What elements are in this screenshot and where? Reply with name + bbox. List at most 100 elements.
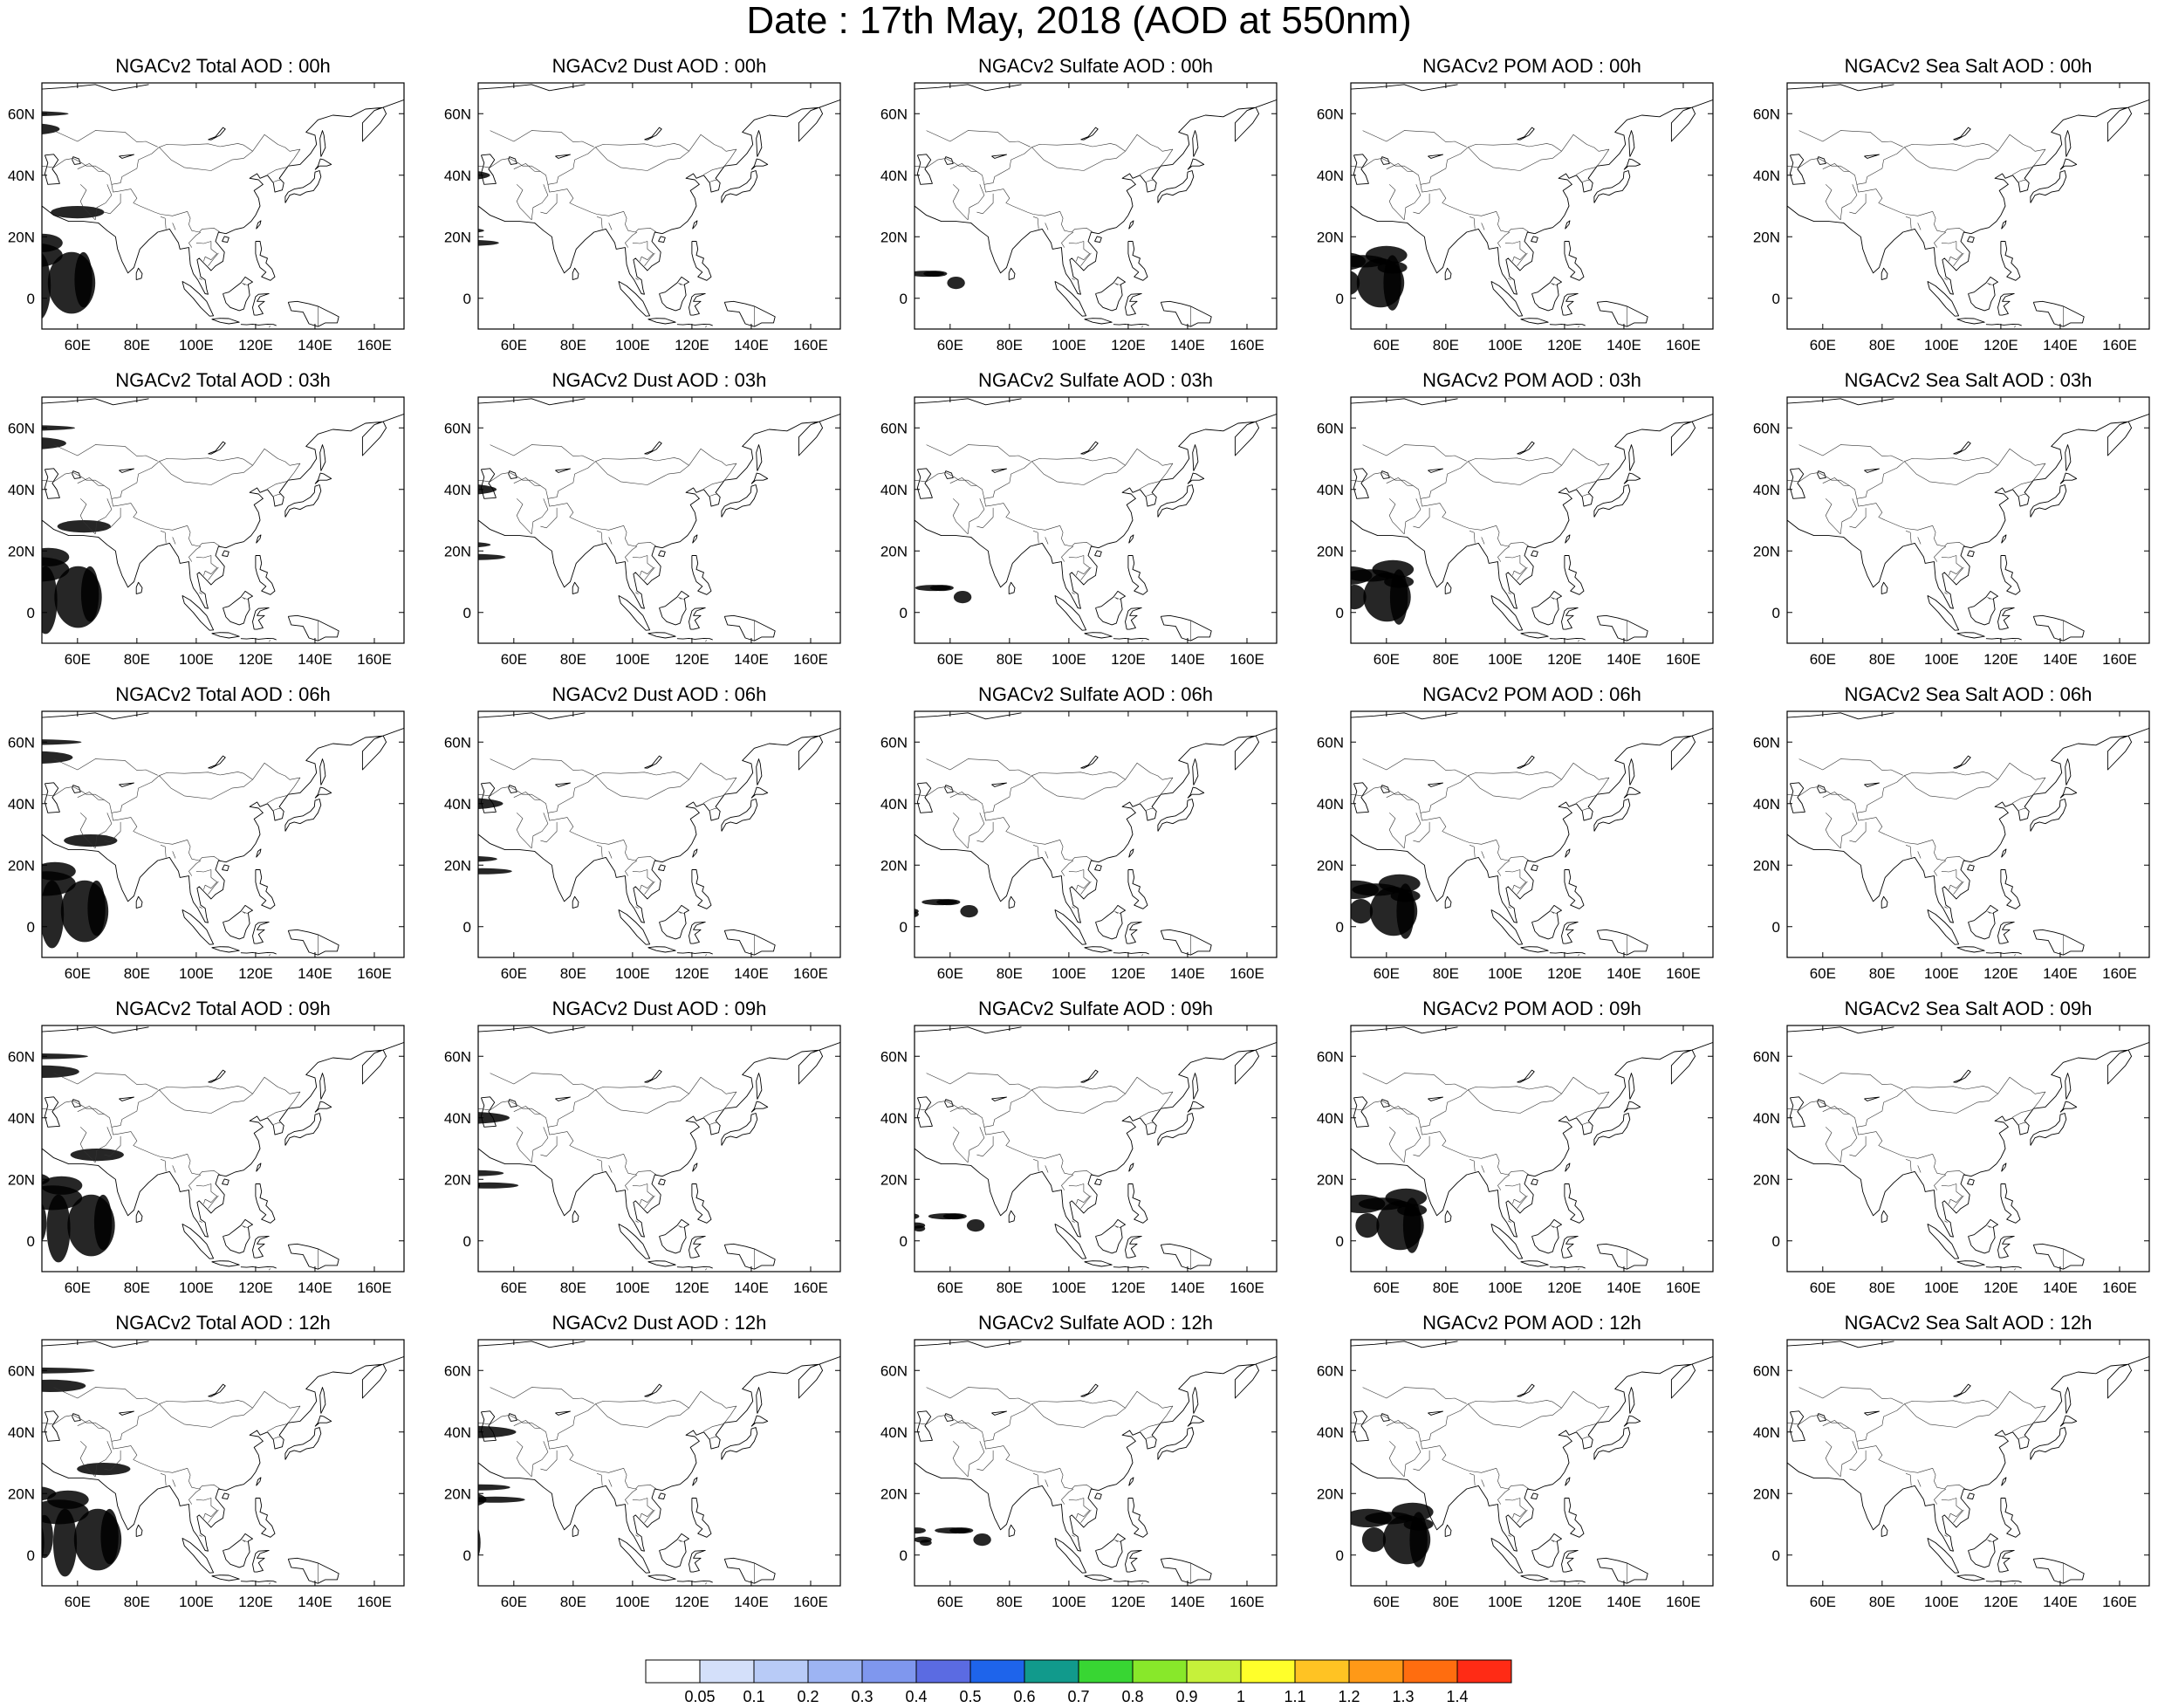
lon-tick-label: 120E: [1983, 1279, 2018, 1296]
aod-patch: [42, 751, 73, 764]
aod-patch: [478, 868, 512, 875]
aod-patch: [1351, 1194, 1386, 1213]
lat-tick-label: 60N: [1753, 420, 1780, 436]
colorbar-swatch: [1186, 1659, 1242, 1684]
colorbar-swatch: [699, 1659, 755, 1684]
lat-tick-label: 40N: [1753, 796, 1780, 813]
lat-tick-label: 60N: [444, 420, 471, 436]
lat-tick-label: 20N: [444, 857, 471, 874]
lat-tick-label: 20N: [880, 543, 908, 559]
lat-tick-label: 60N: [444, 1362, 471, 1379]
aod-patch: [42, 1379, 86, 1392]
lat-tick-label: 60N: [1317, 734, 1344, 751]
lat-tick-label: 20N: [1317, 857, 1344, 874]
lat-tick-label: 20N: [8, 857, 35, 874]
aod-patch: [915, 1527, 926, 1534]
aod-patch: [73, 1508, 122, 1571]
lon-tick-label: 120E: [1111, 965, 1146, 982]
lon-tick-label: 140E: [1170, 337, 1205, 353]
lon-tick-label: 80E: [560, 1594, 586, 1610]
map-panel: NGACv2 Dust AOD : 12h 60E 80E 100E 120E 140E 1…: [444, 1312, 862, 1626]
lat-tick-label: 0: [27, 1233, 35, 1250]
lon-tick-label: 80E: [560, 651, 586, 668]
map-plot: 60E 80E 100E 120E 140E 160E 60N 40N 20N 0: [8, 1339, 405, 1610]
aod-patch: [1377, 261, 1408, 274]
colorbar-label: 0.6: [1013, 1688, 1035, 1705]
lat-tick-label: 20N: [1753, 543, 1780, 559]
map-plot: 60E 80E 100E 120E 140E 160E 60N 40N 20N 0: [444, 1339, 841, 1610]
lat-tick-label: 20N: [1753, 1485, 1780, 1502]
lon-tick-label: 160E: [1666, 651, 1701, 668]
map-panel: NGACv2 Dust AOD : 09h 60E 80E 100E 120E 140E 1…: [444, 998, 862, 1312]
lon-tick-label: 120E: [238, 1594, 273, 1610]
aod-patch: [42, 1514, 53, 1559]
lon-tick-label: 160E: [1230, 337, 1264, 353]
aod-patch: [0, 1197, 14, 1210]
lat-tick-label: 60N: [444, 1048, 471, 1065]
lon-tick-label: 80E: [560, 1279, 586, 1296]
lon-tick-label: 140E: [734, 1279, 769, 1296]
map-panel: NGACv2 Total AOD : 09h 60E 80E 100E 120E 140E…: [8, 998, 426, 1312]
map-panel: NGACv2 Sea Salt AOD : 00h 60E 80E 100E 120E 1…: [1753, 55, 2158, 369]
lon-tick-label: 100E: [179, 1279, 214, 1296]
lat-tick-label: 40N: [8, 482, 35, 498]
lon-tick-label: 80E: [1433, 1279, 1459, 1296]
panel-title: NGACv2 Sea Salt AOD : 03h: [1844, 369, 2093, 391]
map-plot: 60E 80E 100E 120E 140E 160E 60N 40N 20N 0: [880, 710, 1278, 982]
aod-patch: [47, 251, 96, 314]
lon-tick-label: 100E: [615, 1279, 650, 1296]
map-panel: NGACv2 Sulfate AOD : 12h 60E 80E 100E 120E 14…: [880, 1312, 1298, 1626]
colorbar-label: 0.8: [1121, 1688, 1143, 1705]
lon-tick-label: 120E: [1111, 651, 1146, 668]
lat-tick-label: 20N: [444, 1485, 471, 1502]
lat-tick-label: 40N: [8, 168, 35, 184]
lat-tick-label: 40N: [880, 1110, 908, 1127]
lon-tick-label: 140E: [734, 965, 769, 982]
lon-tick-label: 120E: [238, 337, 273, 353]
aod-patch: [966, 1219, 985, 1232]
lat-tick-label: 60N: [1317, 420, 1344, 436]
panel-title: NGACv2 Sulfate AOD : 06h: [977, 683, 1214, 705]
lat-tick-label: 60N: [444, 106, 471, 122]
aod-patch: [478, 855, 497, 862]
lon-tick-label: 100E: [1488, 651, 1523, 668]
lon-tick-label: 60E: [65, 965, 91, 982]
map-plot: 60E 80E 100E 120E 140E 160E 60N 40N 20N 0: [1317, 82, 1714, 353]
aod-patch: [52, 1508, 78, 1577]
aod-patch: [915, 271, 944, 278]
lon-tick-label: 140E: [1607, 965, 1641, 982]
lon-tick-label: 100E: [1488, 1279, 1523, 1296]
lon-tick-label: 100E: [1924, 651, 1959, 668]
lon-tick-label: 60E: [65, 337, 91, 353]
aod-patch: [1403, 1518, 1434, 1531]
panel-title: NGACv2 Sea Salt AOD : 00h: [1844, 55, 2093, 77]
lon-tick-label: 140E: [298, 337, 332, 353]
lat-tick-label: 60N: [444, 734, 471, 751]
lon-tick-label: 60E: [65, 651, 91, 668]
lon-tick-label: 100E: [179, 1594, 214, 1610]
lat-tick-label: 60N: [1317, 1048, 1344, 1065]
lon-tick-label: 140E: [1170, 1279, 1205, 1296]
panel-title: NGACv2 Sulfate AOD : 12h: [977, 1312, 1214, 1334]
lon-tick-label: 60E: [937, 337, 963, 353]
lat-tick-label: 40N: [8, 1424, 35, 1441]
lon-tick-label: 160E: [793, 337, 828, 353]
lon-tick-label: 60E: [501, 965, 527, 982]
lon-tick-label: 80E: [997, 965, 1023, 982]
map-plot: 60E 80E 100E 120E 140E 160E 60N 40N 20N 0: [8, 82, 405, 353]
map-plot: 60E 80E 100E 120E 140E 160E 60N 40N 20N 0: [444, 396, 841, 668]
panel-title: NGACv2 Sulfate AOD : 00h: [977, 55, 1214, 77]
map-panel: NGACv2 Sulfate AOD : 03h 60E 80E 100E 120E 14…: [880, 369, 1298, 683]
aod-patch: [1351, 271, 1360, 295]
panel-title: NGACv2 Sea Salt AOD : 06h: [1844, 683, 2093, 705]
lon-tick-label: 60E: [501, 1594, 527, 1610]
lat-tick-label: 0: [900, 605, 908, 621]
map-plot: 60E 80E 100E 120E 140E 160E 60N 40N 20N 0: [1753, 1339, 2150, 1610]
aod-patch: [436, 264, 454, 307]
lon-tick-label: 120E: [238, 965, 273, 982]
panel-title: NGACv2 POM AOD : 03h: [1422, 369, 1641, 391]
aod-patch: [1351, 899, 1374, 924]
aod-patch: [442, 1217, 454, 1247]
aod-patch: [478, 1182, 519, 1189]
map-panel: NGACv2 Sea Salt AOD : 03h 60E 80E 100E 120E 1…: [1753, 369, 2158, 683]
